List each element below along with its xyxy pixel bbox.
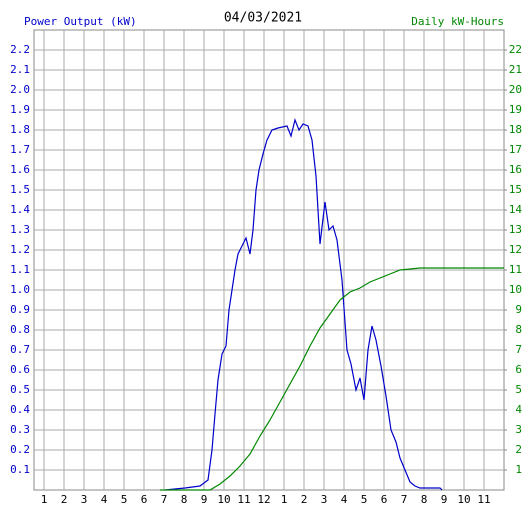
y2-tick-label: 2	[515, 443, 522, 456]
y2-tick-label: 12	[509, 243, 522, 256]
y2-tick-label: 6	[515, 363, 522, 376]
x-tick-label: 1	[41, 493, 48, 506]
x-tick-label: 11	[477, 493, 490, 506]
x-tick-label: 11	[237, 493, 250, 506]
y-tick-label: 2.2	[10, 43, 30, 56]
y2-tick-label: 20	[509, 83, 522, 96]
y-tick-label: 1.8	[10, 123, 30, 136]
data-line	[160, 267, 504, 491]
y2-tick-label: 19	[509, 103, 522, 116]
y-tick-label: 1.0	[10, 283, 30, 296]
plot-area	[33, 29, 505, 491]
y-tick-label: 1.7	[10, 143, 30, 156]
y2-tick-label: 16	[509, 163, 522, 176]
x-tick-label: 7	[161, 493, 168, 506]
x-tick-label: 6	[141, 493, 148, 506]
y-tick-label: 0.9	[10, 303, 30, 316]
y2-tick-label: 15	[509, 183, 522, 196]
x-tick-label: 8	[421, 493, 428, 506]
x-tick-label: 7	[401, 493, 408, 506]
x-tick-label: 12	[257, 493, 270, 506]
x-tick-label: 8	[181, 493, 188, 506]
y2-tick-label: 11	[509, 263, 522, 276]
y2-tick-label: 8	[515, 323, 522, 336]
y-tick-label: 1.3	[10, 223, 30, 236]
x-tick-label: 3	[81, 493, 88, 506]
y-tick-label: 0.2	[10, 443, 30, 456]
x-tick-label: 9	[201, 493, 208, 506]
y-tick-label: 0.8	[10, 323, 30, 336]
x-tick-label: 2	[301, 493, 308, 506]
data-line	[164, 118, 443, 491]
chart-title: 04/03/2021	[224, 11, 302, 26]
x-tick-label: 4	[341, 493, 348, 506]
y-tick-label: 0.3	[10, 423, 30, 436]
y-tick-label: 0.1	[10, 463, 30, 476]
y2-axis-label: Daily kW-Hours	[411, 15, 504, 28]
x-tick-label: 4	[101, 493, 108, 506]
y-tick-label: 0.7	[10, 343, 30, 356]
y-tick-label: 0.5	[10, 383, 30, 396]
y-tick-label: 1.5	[10, 183, 30, 196]
y2-tick-label: 5	[515, 383, 522, 396]
x-tick-label: 1	[281, 493, 288, 506]
y2-tick-label: 21	[509, 63, 522, 76]
x-tick-label: 5	[361, 493, 368, 506]
x-tick-label: 5	[121, 493, 128, 506]
y-tick-label: 2.0	[10, 83, 30, 96]
x-tick-label: 10	[217, 493, 230, 506]
y-axis-label: Power Output (kW)	[24, 15, 137, 28]
y2-tick-label: 4	[515, 403, 522, 416]
x-tick-label: 9	[441, 493, 448, 506]
x-tick-label: 10	[457, 493, 470, 506]
y2-tick-label: 7	[515, 343, 522, 356]
y-tick-label: 0.4	[10, 403, 30, 416]
y-tick-label: 1.4	[10, 203, 30, 216]
y2-tick-label: 18	[509, 123, 522, 136]
y-tick-label: 1.2	[10, 243, 30, 256]
y-tick-label: 1.1	[10, 263, 30, 276]
y-tick-label: 1.6	[10, 163, 30, 176]
y2-tick-label: 14	[509, 203, 523, 216]
y-tick-label: 2.1	[10, 63, 30, 76]
x-tick-label: 6	[381, 493, 388, 506]
y2-tick-label: 3	[515, 423, 522, 436]
y2-tick-label: 22	[509, 43, 522, 56]
y-tick-label: 1.9	[10, 103, 30, 116]
y2-tick-label: 13	[509, 223, 522, 236]
y2-tick-label: 9	[515, 303, 522, 316]
x-tick-label: 2	[61, 493, 68, 506]
x-tick-label: 3	[321, 493, 328, 506]
y2-tick-label: 1	[515, 463, 522, 476]
y2-tick-label: 17	[509, 143, 522, 156]
y2-tick-label: 10	[509, 283, 522, 296]
y-tick-label: 0.6	[10, 363, 30, 376]
